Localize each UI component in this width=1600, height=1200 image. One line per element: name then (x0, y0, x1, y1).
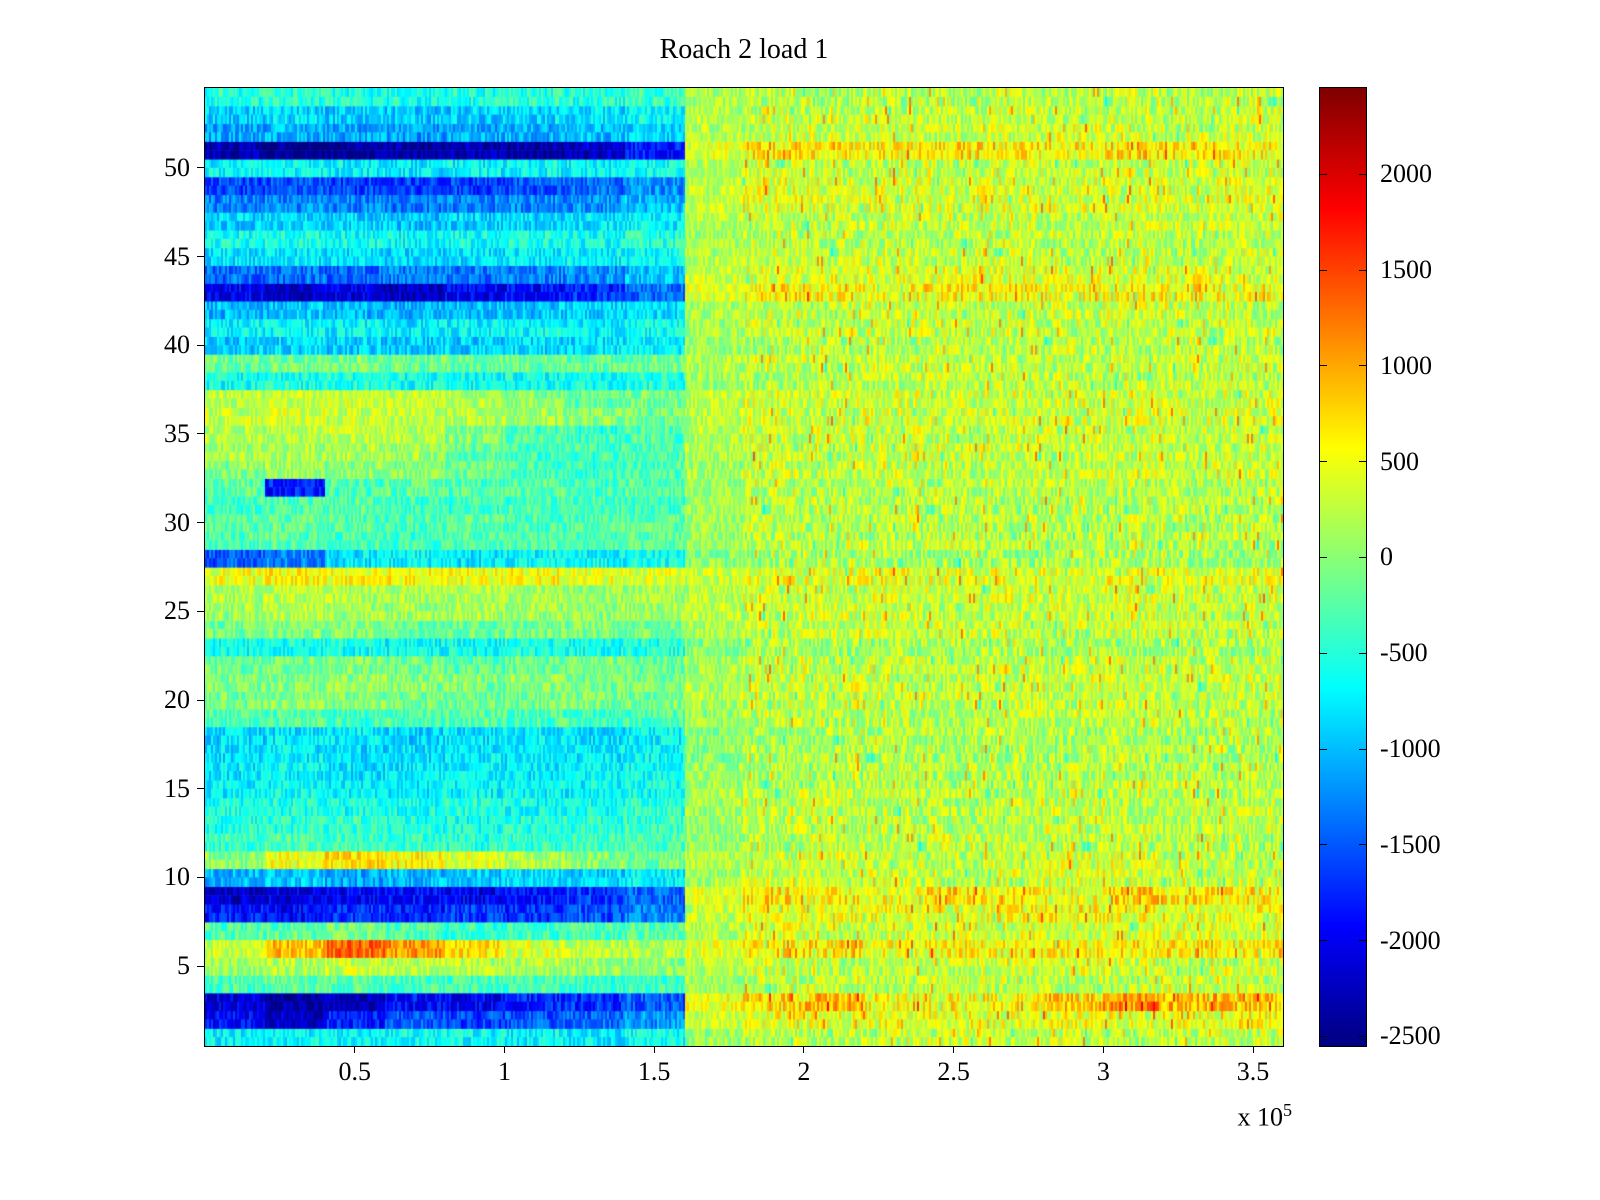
y-tick-label: 50 (164, 152, 190, 182)
y-axis-tick (197, 433, 204, 435)
colorbar-tick-right (1359, 940, 1366, 942)
colorbar-canvas (1320, 88, 1366, 1046)
colorbar (1319, 87, 1367, 1047)
heatmap-canvas (205, 88, 1283, 1046)
y-axis-tick (197, 256, 204, 258)
colorbar-tick-label: -500 (1380, 638, 1428, 668)
colorbar-tick-right (1359, 173, 1366, 175)
y-axis-tick (197, 965, 204, 967)
colorbar-tick-right (1359, 365, 1366, 367)
y-axis-tick (197, 876, 204, 878)
colorbar-tick-right (1359, 1035, 1366, 1037)
y-tick-label: 5 (177, 951, 190, 981)
colorbar-tick-right (1359, 269, 1366, 271)
colorbar-tick-left (1320, 556, 1327, 558)
colorbar-tick-label: 500 (1380, 446, 1419, 476)
colorbar-tick-left (1320, 844, 1327, 846)
y-tick-label: 40 (164, 330, 190, 360)
x-tick-label: 2.5 (937, 1057, 970, 1086)
colorbar-tick-right (1359, 652, 1366, 654)
colorbar-tick-left (1320, 173, 1327, 175)
y-axis-tick (197, 167, 204, 169)
x-multiplier-exponent: 5 (1283, 1100, 1292, 1120)
chart-title: Roach 2 load 1 (659, 34, 829, 65)
x-axis-tick (503, 1046, 505, 1053)
x-axis-tick (803, 1046, 805, 1053)
colorbar-tick-left (1320, 1035, 1327, 1037)
x-multiplier-base: x 10 (1237, 1102, 1284, 1132)
y-axis-tick (197, 522, 204, 524)
colorbar-tick-label: 1500 (1380, 255, 1432, 285)
x-axis-tick (1102, 1046, 1104, 1053)
colorbar-tick-label: -1000 (1380, 734, 1441, 764)
colorbar-tick-label: -2000 (1380, 925, 1441, 955)
colorbar-tick-right (1359, 461, 1366, 463)
y-axis-tick (197, 610, 204, 612)
y-tick-label: 30 (164, 507, 190, 537)
colorbar-tick-right (1359, 748, 1366, 750)
y-tick-label: 20 (164, 685, 190, 715)
colorbar-tick-label: 2000 (1380, 159, 1432, 189)
y-tick-label: 15 (164, 773, 190, 803)
x-axis-tick (653, 1046, 655, 1053)
colorbar-tick-right (1359, 556, 1366, 558)
x-tick-label: 1.5 (637, 1057, 671, 1086)
y-tick-label: 25 (164, 596, 190, 626)
x-tick-label: 3 (1096, 1057, 1110, 1086)
y-tick-label: 45 (164, 241, 190, 271)
x-tick-label: 3.5 (1236, 1057, 1270, 1086)
x-axis-tick (354, 1046, 356, 1053)
colorbar-tick-left (1320, 940, 1327, 942)
x-tick-label: 0.5 (338, 1057, 371, 1086)
colorbar-tick-label: 0 (1380, 542, 1393, 572)
colorbar-tick-label: -1500 (1380, 829, 1441, 859)
y-axis-tick (197, 788, 204, 790)
colorbar-tick-left (1320, 365, 1327, 367)
x-axis-tick (953, 1046, 955, 1053)
x-axis-multiplier: x 105 (1082, 1100, 1293, 1133)
x-tick-label: 2 (797, 1057, 811, 1086)
y-axis-tick (197, 344, 204, 346)
y-tick-label: 35 (164, 418, 190, 448)
colorbar-tick-left (1320, 652, 1327, 654)
colorbar-tick-left (1320, 269, 1327, 271)
y-axis-tick (197, 699, 204, 701)
colorbar-tick-right (1359, 844, 1366, 846)
colorbar-tick-label: 1000 (1380, 350, 1432, 380)
x-tick-label: 1 (497, 1057, 511, 1086)
x-axis-tick (1252, 1046, 1254, 1053)
y-tick-label: 10 (164, 862, 190, 892)
colorbar-tick-left (1320, 748, 1327, 750)
colorbar-tick-label: -2500 (1380, 1021, 1441, 1051)
heatmap-plot-area (204, 87, 1284, 1047)
colorbar-tick-left (1320, 461, 1327, 463)
